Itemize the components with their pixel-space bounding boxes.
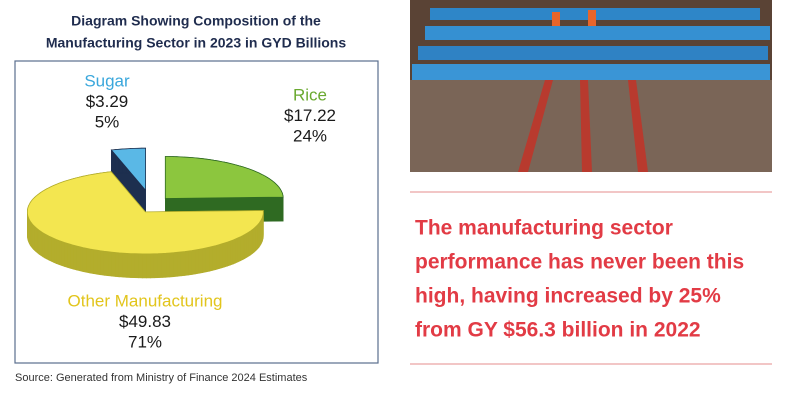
slice-side [206, 247, 209, 272]
slice-side [192, 250, 196, 275]
beam [425, 26, 770, 40]
slice-side [150, 254, 154, 278]
slice-side [62, 242, 65, 267]
slice-side [139, 254, 143, 278]
slice-side [67, 243, 70, 268]
photo [410, 0, 772, 172]
slice-side [83, 248, 86, 273]
share-label: 24% [293, 126, 327, 145]
worker [552, 12, 560, 26]
value-label: $17.22 [284, 106, 336, 125]
beam [412, 64, 770, 80]
chart-title: Diagram Showing Composition of the [71, 13, 321, 29]
slice-side [222, 243, 225, 268]
slice-side [158, 254, 162, 278]
slice-side [185, 251, 189, 276]
slice-label: Sugar [84, 71, 130, 90]
slice-side [127, 253, 131, 277]
slice-side [199, 249, 203, 274]
slice-side [97, 250, 101, 275]
slice-side [65, 243, 68, 268]
slice-side [59, 241, 62, 266]
slice-side [56, 240, 59, 265]
slice-side [203, 248, 206, 273]
slice-side [177, 252, 181, 276]
slice-side [170, 253, 174, 277]
slice-side [143, 254, 147, 278]
slice-side [51, 237, 53, 262]
slice-side [131, 254, 135, 278]
slice-label: Other Manufacturing [68, 291, 223, 310]
slice-side [115, 253, 119, 277]
share-label: 71% [128, 332, 162, 351]
slice-side [162, 253, 166, 277]
value-label: $49.83 [119, 312, 171, 331]
slice-top [165, 157, 283, 199]
slice-side [112, 252, 116, 276]
quote-line: The manufacturing sector [415, 217, 673, 240]
slice-side [225, 242, 228, 267]
share-label: 5% [95, 112, 120, 131]
slice-side [49, 236, 51, 261]
slice-side [238, 237, 240, 262]
slice-side [54, 238, 57, 263]
slice-side [73, 245, 76, 270]
quote-line: from GY $56.3 billion in 2022 [415, 319, 701, 342]
slice-label: Rice [293, 85, 327, 104]
slice-side [119, 253, 123, 277]
slice-side [70, 244, 73, 269]
chart-title: Manufacturing Sector in 2023 in GYD Bill… [46, 35, 346, 51]
quote-line: performance has never been this [415, 251, 744, 274]
slice-side [233, 239, 236, 264]
slice-side [86, 248, 90, 273]
slice-side [209, 246, 212, 271]
slice-side [174, 252, 178, 276]
slice-side [101, 251, 105, 275]
slice-side [166, 253, 170, 277]
slice-side [219, 244, 222, 269]
source-note: Source: Generated from Ministry of Finan… [15, 372, 308, 384]
slice-side [189, 251, 193, 276]
slice-side [90, 249, 94, 274]
slice-side [104, 251, 108, 275]
slice-side [47, 235, 49, 260]
slice-side [77, 246, 80, 271]
slice-side [241, 236, 243, 261]
slice-side [108, 252, 112, 276]
slice-side [231, 240, 234, 265]
slice-side [154, 254, 158, 278]
slice-side [135, 254, 139, 278]
slice-side [146, 254, 150, 278]
beam [418, 46, 768, 60]
quote-line: high, having increased by 25% [415, 285, 721, 308]
slice-side [216, 245, 219, 270]
slice-side [228, 241, 231, 266]
slice-side [80, 247, 83, 272]
slice-side [123, 253, 127, 277]
value-label: $3.29 [86, 92, 129, 111]
slice-side [243, 234, 245, 259]
slice-side [93, 250, 97, 275]
slice-side [236, 238, 239, 263]
slice-side [196, 249, 200, 274]
slice-side [213, 246, 216, 271]
slice-side [181, 252, 185, 276]
worker [588, 10, 596, 26]
slice-side [45, 234, 47, 259]
